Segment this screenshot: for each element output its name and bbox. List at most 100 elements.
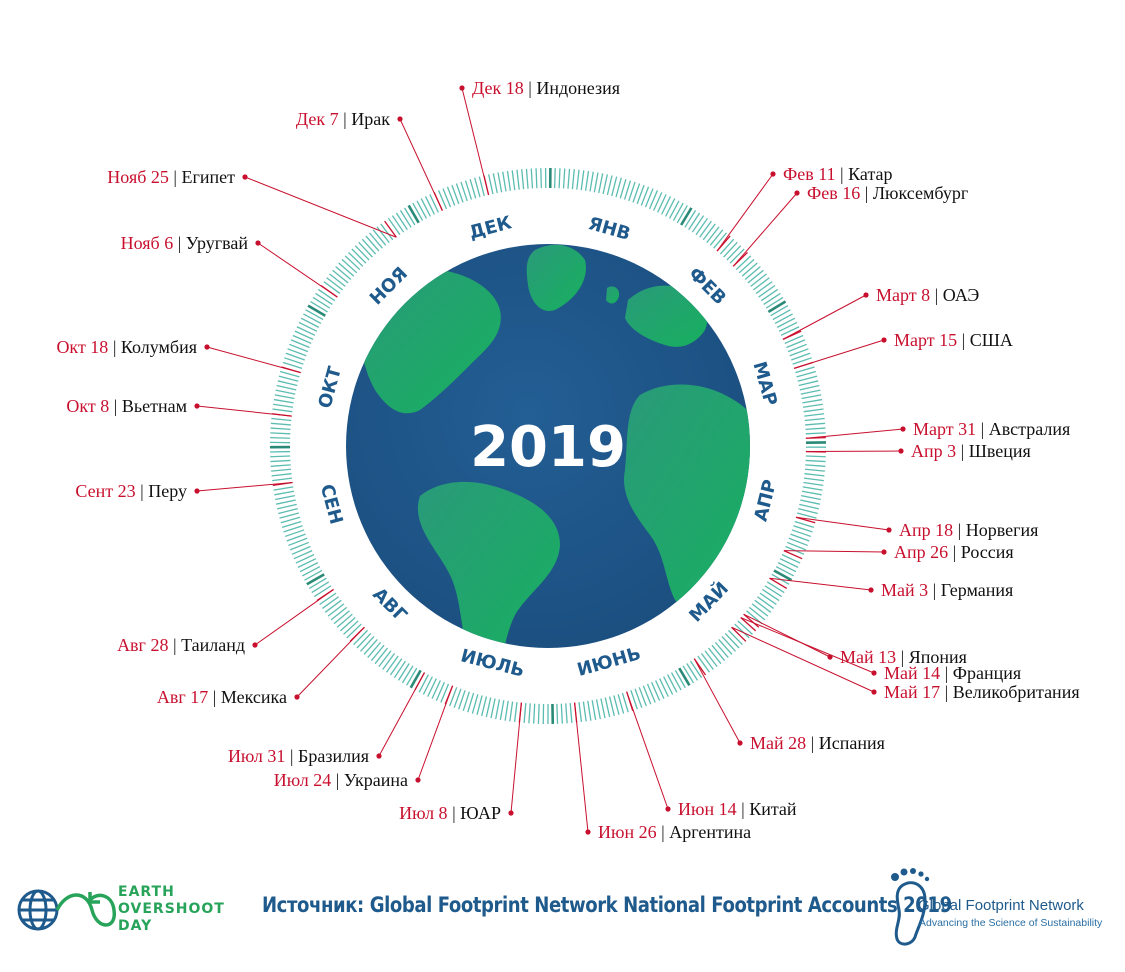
day-tick [271, 417, 292, 422]
day-tick [478, 176, 485, 197]
day-tick [646, 683, 656, 703]
day-tick [571, 169, 575, 190]
day-tick [804, 468, 825, 472]
day-tick [322, 596, 340, 609]
day-tick [598, 173, 604, 194]
day-tick [798, 380, 819, 387]
day-tick [707, 647, 722, 665]
separator: | [173, 233, 186, 253]
day-tick [562, 168, 566, 189]
day-tick [291, 545, 311, 555]
country-label: Авг 28 | Таиланд [117, 635, 245, 655]
day-tick [751, 603, 769, 617]
leader-dot [871, 670, 877, 676]
day-tick [274, 394, 295, 400]
country-name: Индонезия [536, 78, 620, 98]
day-tick [796, 512, 817, 519]
day-tick [788, 537, 808, 547]
country-name: Украина [344, 770, 408, 790]
day-tick [313, 585, 332, 598]
day-tick [437, 190, 448, 210]
day-tick [628, 181, 636, 202]
day-tick [805, 422, 826, 426]
day-tick [409, 669, 422, 689]
country-name: Австралия [989, 419, 1071, 439]
day-tick [734, 623, 750, 639]
country-name: Япония [909, 647, 967, 667]
day-tick [611, 176, 618, 197]
country-label: Нояб 25 | Египет [107, 167, 235, 187]
day-tick [380, 223, 394, 241]
day-tick [593, 172, 599, 193]
day-tick [399, 210, 412, 228]
day-tick [760, 288, 779, 302]
day-tick [304, 569, 323, 581]
day-tick [270, 436, 291, 439]
day-tick-ring [269, 167, 827, 724]
day-tick [738, 258, 755, 274]
day-tick [565, 703, 568, 724]
day-tick [270, 432, 291, 435]
day-tick [278, 375, 299, 382]
leader-line [417, 685, 454, 781]
day-tick [293, 550, 313, 560]
day-tick [769, 577, 788, 589]
leader-dot [397, 116, 403, 122]
day-tick [686, 663, 699, 681]
day-tick [674, 670, 686, 689]
day-tick [700, 653, 714, 670]
day-tick [386, 655, 399, 673]
day-tick [338, 262, 355, 277]
day-tick [511, 170, 516, 191]
day-tick [719, 238, 735, 255]
country-label: Апр 18 | Норвегия [899, 520, 1038, 540]
country-date: Дек 7 [296, 109, 339, 129]
leader-dot [194, 403, 200, 409]
day-tick [431, 680, 441, 699]
day-tick [617, 694, 625, 714]
day-tick [793, 525, 813, 533]
country-date: Апр 3 [911, 441, 956, 461]
separator: | [169, 167, 182, 187]
day-tick [344, 255, 361, 271]
day-tick [661, 196, 672, 215]
day-tick [360, 636, 375, 652]
day-tick [513, 702, 518, 723]
day-tick [691, 215, 705, 233]
day-tick [339, 617, 356, 632]
day-tick [804, 413, 825, 417]
day-tick [427, 678, 437, 697]
day-tick [787, 541, 807, 551]
leader-line [805, 450, 902, 453]
day-tick [317, 288, 336, 302]
leader-dot [255, 240, 261, 246]
month-label: ИЮЛЬ [459, 645, 527, 681]
day-tick [376, 226, 390, 244]
day-tick [270, 464, 291, 467]
day-tick [655, 680, 665, 699]
day-tick [706, 226, 720, 244]
separator: | [285, 746, 298, 766]
country-date: Июл 24 [274, 770, 331, 790]
country-label: Июн 26 | Аргентина [598, 822, 751, 842]
day-tick [287, 348, 307, 357]
day-tick [299, 562, 319, 573]
separator: | [448, 803, 461, 823]
month-label: ИЮНЬ [575, 643, 643, 681]
country-label: Окт 8 | Вьетнам [66, 396, 187, 416]
country-name: Перу [148, 481, 187, 501]
day-tick [458, 690, 466, 710]
day-tick [271, 473, 292, 477]
day-tick [772, 309, 791, 321]
day-tick [805, 455, 826, 458]
country-label: Сент 23 | Перу [75, 481, 187, 501]
day-tick [780, 326, 800, 336]
day-tick [506, 170, 512, 191]
day-tick [300, 317, 320, 328]
infinity-arrow-icon [55, 892, 116, 927]
day-tick [488, 174, 494, 195]
leader-dot [252, 642, 258, 648]
day-tick [429, 194, 439, 213]
month-label: АВГ [368, 584, 411, 626]
leader-line [378, 672, 425, 757]
